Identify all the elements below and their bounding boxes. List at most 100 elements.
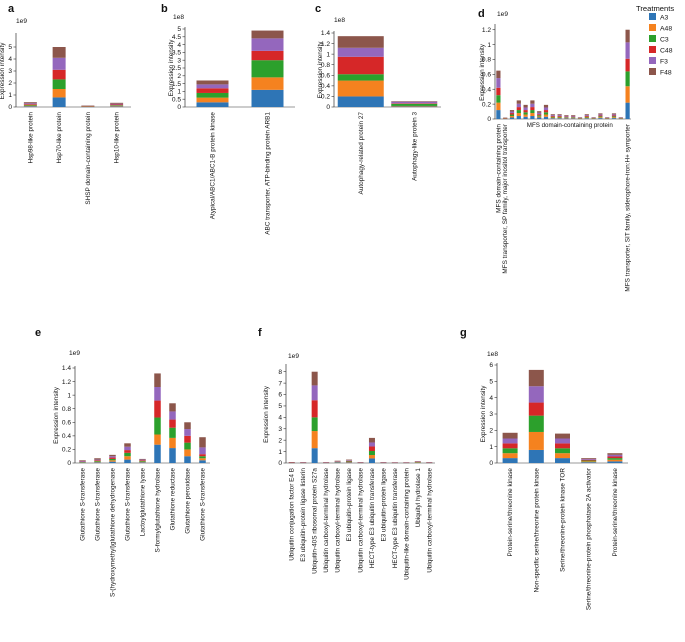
bar-segment-a48 [154, 434, 161, 445]
bar-segment-c3 [611, 116, 617, 118]
bar-segment-c48 [543, 110, 549, 113]
bar-segment-a3 [110, 106, 124, 107]
category-label: HECT-type E3 ubiquitin transferase [369, 468, 376, 569]
bar-segment-a48 [110, 105, 124, 107]
bar-segment-f3 [346, 460, 353, 461]
legend-swatch-f3 [649, 57, 656, 64]
bar-segment-a3 [251, 89, 284, 107]
bar-segment-f3 [52, 57, 66, 70]
bar-segment-c3 [496, 95, 501, 103]
bar-segment-c3 [23, 104, 37, 106]
bar-segment-a48 [530, 113, 535, 117]
bar-segment-a48 [196, 97, 229, 103]
bar-segment-a3 [537, 117, 542, 119]
bar-segment-c3 [196, 92, 229, 98]
bar-segment-c3 [509, 114, 515, 117]
y-tick-label: 0 [326, 104, 330, 111]
bar-segment-f48 [571, 115, 576, 116]
panel-letter: g [460, 327, 467, 339]
bar-segment-c3 [311, 417, 318, 432]
bar-segment-f3 [509, 111, 515, 114]
bar-segment-f48 [555, 433, 570, 439]
category-label: MFS transporter, SIT family, siderophore… [625, 123, 632, 291]
bar-segment-c48 [530, 107, 535, 111]
axis-exponent: 1e8 [173, 14, 184, 21]
bar-segment-c48 [124, 450, 131, 453]
y-tick-label: 2 [489, 428, 493, 435]
bar-segment-a3 [528, 449, 544, 463]
axis-exponent: 1e9 [69, 350, 80, 357]
category-label: E3 ubiquitin-protein ligase [346, 468, 353, 542]
y-tick-label: 0.6 [482, 72, 491, 79]
bar-segment-c48 [169, 419, 176, 428]
bar-segment-f3 [607, 454, 623, 457]
bar-segment-f48 [625, 29, 630, 43]
bar-segment-a48 [368, 455, 375, 459]
bar-segment-f3 [523, 107, 528, 111]
bar-segment-f3 [555, 438, 570, 444]
bar-segment-f3 [368, 442, 375, 447]
bar-segment-a3 [555, 458, 570, 463]
bar-segment-f48 [124, 443, 131, 447]
bar-segment-a48 [184, 449, 191, 457]
bar-segment-f48 [543, 104, 549, 108]
panel-letter: a [8, 3, 15, 15]
bar-segment-a48 [598, 117, 603, 119]
bar-segment-f48 [502, 432, 518, 439]
y-tick-label: 0 [8, 104, 12, 111]
bar-segment-c3 [169, 427, 176, 438]
category-label: HECT-type E3 ubiquitin transferase [392, 468, 399, 569]
legend-label-f3: F3 [660, 58, 668, 65]
bar-segment-c3 [571, 117, 576, 118]
bar-segment-c3 [199, 456, 206, 459]
bar-segment-a3 [184, 456, 191, 463]
bar-segment-c48 [571, 116, 576, 118]
bar-segment-c48 [196, 88, 229, 93]
bar-segment-a3 [564, 118, 569, 119]
bar-segment-f3 [598, 114, 603, 116]
bar-segment-a48 [543, 114, 549, 117]
bar-segment-a48 [251, 77, 284, 90]
bar-segment-f3 [537, 112, 542, 115]
bar-segment-a3 [607, 461, 623, 463]
category-label: Serine/threonine-protein kinase TOR [560, 468, 567, 572]
y-tick-label: 5 [278, 403, 282, 410]
bar-segment-a48 [109, 460, 116, 462]
category-label: E3 ubiquitin-protein ligase listerin [300, 468, 307, 562]
bar-segment-c48 [199, 454, 206, 457]
bar-segment-f3 [154, 387, 161, 401]
bar-segment-c48 [598, 115, 603, 117]
bar-segment-a3 [94, 462, 101, 463]
bar-segment-a3 [530, 116, 535, 119]
category-label: S-formylglutathione hydrolase [155, 468, 162, 553]
y-axis-label: Expression intensity [0, 42, 6, 100]
y-tick-label: 1.2 [321, 41, 330, 48]
bar-segment-c3 [523, 112, 528, 115]
bar-segment-a3 [598, 118, 603, 119]
category-label: S-(hydroxymethyl)glutathione dehydrogena… [110, 468, 117, 597]
panel-letter: e [35, 327, 41, 339]
bar-segment-c3 [346, 461, 353, 462]
y-tick-label: 3 [177, 57, 181, 64]
y-tick-label: 0.6 [62, 419, 71, 426]
legend-label-c3: C3 [660, 36, 669, 43]
bar-segment-c3 [555, 448, 570, 454]
bar-segment-c3 [124, 452, 131, 457]
bar-segment-f3 [564, 115, 569, 117]
bar-segment-a3 [543, 116, 549, 119]
bar-segment-a3 [169, 448, 176, 463]
bar-segment-c3 [251, 60, 284, 78]
bar-segment-f48 [584, 114, 589, 116]
category-label: Non-specific serine/threonine protein ki… [533, 468, 540, 593]
panel-e: e 1e9 0 0.2 0.4 0.6 0.8 1 1.2 1.4 Expression inten… [35, 327, 210, 597]
bar-segment-c48 [509, 113, 515, 115]
y-tick-label: 0.2 [482, 101, 491, 108]
y-tick-label: 3 [278, 426, 282, 433]
y-tick-label: 5 [177, 26, 181, 33]
bar-segment-a3 [23, 106, 37, 107]
y-tick-label: 0.8 [321, 62, 330, 69]
legend-swatch-a3 [649, 13, 656, 20]
y-tick-label: 1.5 [172, 81, 181, 88]
bar-segment-f48 [311, 371, 318, 386]
